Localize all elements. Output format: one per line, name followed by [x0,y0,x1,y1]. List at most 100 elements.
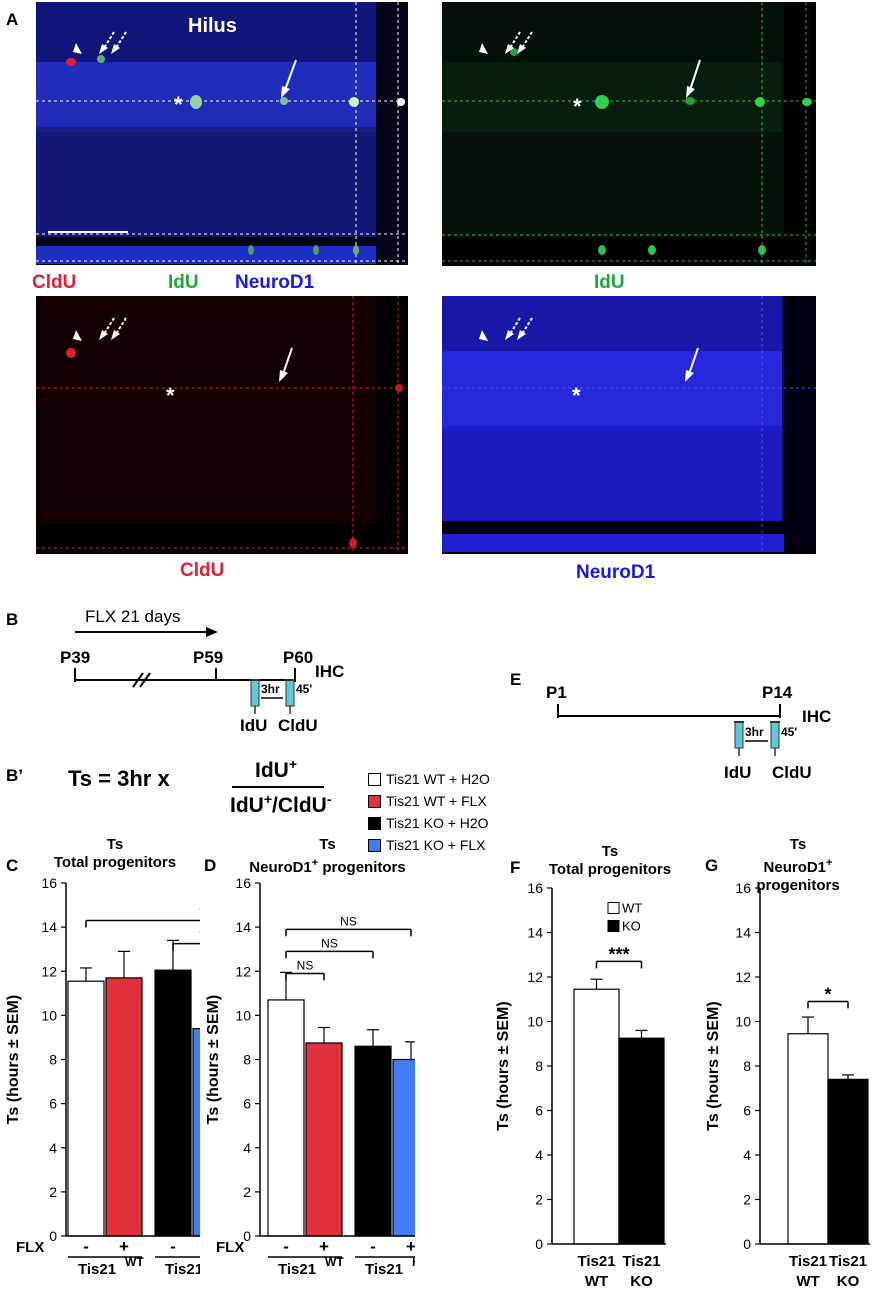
panel-letter-e: E [510,670,522,689]
chart-c-title-line2: Total progenitors [53,854,177,871]
svg-text:*: * [572,383,581,408]
y-tick-label: 4 [243,1140,251,1156]
panel-letter-bp: B’ [6,766,23,785]
hr3-e-text: 3hr [745,725,764,739]
idu-text: IdU [240,716,267,735]
legend-label: WT [622,900,642,915]
panel-letter-f: F [510,858,521,877]
chart-c-title: Ts Total progenitors [30,836,200,872]
formula-lhs: Ts = 3hr x [68,766,170,791]
y-axis-label: Ts (hours ± SEM) [495,1001,512,1130]
y-tick-label: 12 [235,963,251,979]
chart-d-title: Ts NeuroD1+ progenitors [220,836,435,877]
panel-letter-c: C [6,856,19,875]
idu-micrograph: * [442,2,816,266]
bar [305,1042,343,1237]
legend-swatch [607,901,620,914]
x-tick-label: WT [585,1273,608,1290]
y-tick-label: 16 [235,875,251,891]
panel-letter-d: D [204,856,217,875]
svg-text:*: * [174,92,183,117]
svg-text:*: * [166,383,175,408]
panel-letter-b: B [6,610,19,629]
y-tick-label: 8 [535,1058,543,1074]
chart-g-title-sup: + [826,857,833,869]
signif-label: * [824,984,831,1004]
formula-denominator: IdU+/CldU- [230,791,332,818]
legend-item: Tis21 KO + H2O [368,812,490,834]
legend-item: Tis21 WT + FLX [368,790,490,812]
x-tick-label: KO [837,1273,860,1290]
merged-micrograph: * Hilus [36,2,408,265]
legend-item: Tis21 KO + FLX [368,834,490,856]
p60-text: P60 [283,648,313,667]
bar [618,1037,665,1245]
syringe-icon [734,721,744,756]
y-tick-label: 6 [49,1096,57,1112]
legend-label: KO [622,918,641,933]
denominator-a: IdU [230,794,264,817]
legend-swatch [368,772,381,786]
p14-text: P14 [762,683,793,702]
fraction-bar [232,786,324,788]
chart-d-title-b: progenitors [318,859,406,876]
y-tick-label: 2 [535,1192,543,1208]
flx-label: FLX [16,1239,44,1256]
legend-label: Tis21 WT + FLX [386,793,487,809]
y-tick-label: 14 [735,925,751,941]
bar [354,1045,392,1237]
y-tick-label: 0 [743,1236,751,1252]
cldu-label: CldU [180,560,225,581]
p1-text: P1 [546,683,567,702]
chart-d-title-line2: NeuroD1+ progenitors [220,854,435,877]
y-tick-label: 4 [49,1140,57,1156]
legend-swatch [607,919,620,932]
bar [787,1033,829,1245]
signif-label: NS [340,914,357,928]
y-tick-label: 14 [235,919,251,935]
y-tick-label: 0 [49,1228,57,1244]
panel-letter-a: A [6,10,19,29]
flx-sign: + [119,1237,129,1256]
bar [827,1078,869,1245]
x-tick-label: Tis21 [789,1253,827,1270]
x-tick-label: WT [796,1273,819,1290]
signif-label: NS [321,936,338,950]
flx-text: FLX 21 days [85,607,180,626]
legend: Tis21 WT + H2O Tis21 WT + FLX Tis21 KO +… [368,768,490,856]
group-label: Tis21 [278,1261,316,1278]
chart-f-title-line1: Ts [601,843,619,860]
flx-sign: - [83,1237,89,1256]
chart-d-title-sup: + [311,857,319,869]
panel-b-timeline: FLX 21 days P39 P59 P60 IHC 3hr 45' IdU … [60,607,344,735]
flx-sign: + [406,1237,415,1256]
merged-neurod1-label: NeuroD1 [235,272,315,293]
signif-label: * [199,927,200,947]
y-axis-label: Ts (hours ± SEM) [205,995,222,1124]
chart-g: 0 2 4 6 8 10 12 14 16 Ts (hours ± SEM) * Tis21 WT Tis… [705,880,870,1290]
chart-g-title-line1: Ts [789,836,807,853]
neurod1-micrograph: * [442,296,816,554]
chart-g-title: Ts NeuroD1+ progenitors [733,836,863,895]
y-tick-label: 4 [743,1147,751,1163]
group-label: Tis21 [165,1261,200,1278]
merged-cldu-label: CldU [32,272,77,293]
svg-text:*: * [573,94,582,119]
flx-sign: - [283,1237,289,1256]
y-tick-label: 10 [41,1007,57,1023]
formula-numerator: IdU+ [230,756,322,783]
group-label-sup: WT [325,1255,344,1269]
syringe-icon [770,721,780,756]
y-tick-label: 2 [243,1184,251,1200]
numerator-text: IdU [254,759,289,782]
y-tick-label: 0 [535,1236,543,1252]
legend-item: Tis21 WT + H2O [368,768,490,790]
signif-label: *** [608,944,629,964]
y-tick-label: 8 [743,1058,751,1074]
flx-sign: - [170,1237,176,1256]
y-tick-label: 16 [41,875,57,891]
group-label: Tis21 [78,1261,116,1278]
p39-text: P39 [60,648,90,667]
y-axis-label: Ts (hours ± SEM) [5,995,22,1124]
